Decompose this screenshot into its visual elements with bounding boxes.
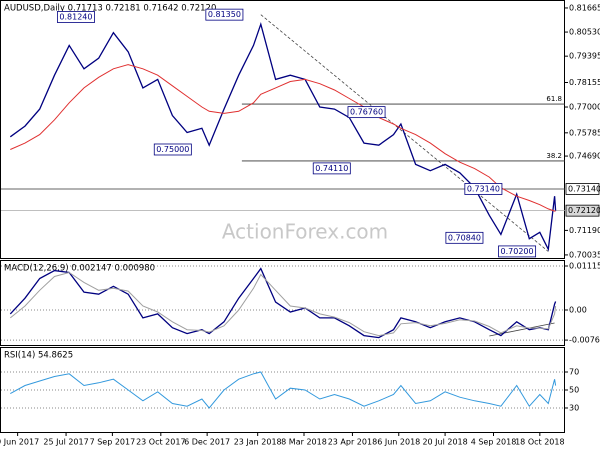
x-tick-label: 23 Apr 2018: [328, 438, 377, 447]
x-tick-label: 4 Sep 2018: [471, 438, 517, 447]
y-tick-label: 30: [569, 403, 579, 412]
annotation-box: [445, 231, 484, 244]
annotation-label: 0.70840: [448, 233, 481, 242]
watermark: ActionForex.com: [222, 220, 388, 244]
y-tick-label: 0.00: [569, 305, 587, 314]
y-tick-label: 0.75785: [569, 128, 600, 137]
series-line: [9, 21, 557, 252]
y-tick-label: 50: [569, 385, 579, 394]
trendline: [489, 322, 555, 337]
annotation-label: 0.75000: [156, 145, 189, 154]
y-tick-label: -0.007634: [569, 336, 600, 345]
annotation-box: [153, 143, 192, 156]
x-tick-label: 8 Mar 2018: [281, 438, 327, 447]
y-tick-label: 0.80530: [569, 28, 600, 37]
annotation-label: 0.81350: [208, 10, 241, 19]
x-tick-label: 23 Oct 2017: [136, 438, 185, 447]
series-line: [9, 271, 557, 337]
y-tick-label: 0.77000: [569, 103, 600, 112]
x-tick-label: 18 Oct 2018: [515, 438, 564, 447]
rsi-title: RSI(14) 54.8625: [4, 351, 73, 361]
x-tick-label: 9 Jun 2017: [0, 438, 39, 447]
macd-title: MACD(12,26,9) 0.002147 0.000980: [4, 264, 155, 274]
annotation-label: 0.81240: [59, 12, 92, 21]
x-tick-label: 6 Jun 2018: [377, 438, 420, 447]
series-line: [10, 64, 556, 212]
annotation-box: [347, 106, 386, 119]
price-marker-label: 0.73140: [568, 184, 600, 193]
y-tick-label: 0.81665: [569, 3, 600, 12]
price-marker-label: 0.72120: [568, 206, 600, 215]
y-tick-label: 0.71190: [569, 226, 600, 235]
annotation-label: 0.76760: [350, 108, 383, 117]
annotation-box: [464, 183, 503, 195]
x-tick-label: 23 Jan 2018: [234, 438, 282, 447]
series-line: [10, 371, 557, 409]
y-tick-label: 0.78155: [569, 78, 600, 87]
y-tick-label: 0.79395: [569, 52, 600, 61]
price-title: AUDUSD,Daily 0.71713 0.72181 0.71642 0.7…: [4, 4, 216, 14]
macd-panel: [0, 260, 565, 346]
annotation-box: [498, 245, 537, 258]
y-tick-label: 0.74690: [569, 152, 600, 161]
fib-label: 61.8: [546, 95, 562, 103]
price-marker-box: [565, 183, 600, 195]
annotation-label: 0.74110: [315, 164, 348, 173]
y-tick-label: 0.011157: [569, 262, 600, 271]
annotation-box: [205, 8, 244, 21]
fib-label: 38.2: [546, 152, 562, 160]
series-line: [9, 267, 557, 339]
annotation-box: [312, 162, 351, 175]
y-tick-label: 70: [569, 368, 579, 377]
x-tick-label: 7 Sep 2017: [90, 438, 136, 447]
annotation-label: 0.70200: [501, 247, 534, 256]
price-marker-box: [565, 204, 600, 217]
annotation-label: 0.73140: [467, 184, 500, 193]
rsi-panel: [0, 347, 565, 433]
y-tick-label: 0.70035: [569, 250, 600, 259]
x-tick-label: 6 Dec 2017: [184, 438, 230, 447]
x-tick-label: 20 Jul 2018: [422, 438, 467, 447]
x-tick-label: 25 Jul 2017: [43, 438, 88, 447]
price-panel: [0, 0, 565, 259]
annotation-box: [56, 11, 95, 23]
